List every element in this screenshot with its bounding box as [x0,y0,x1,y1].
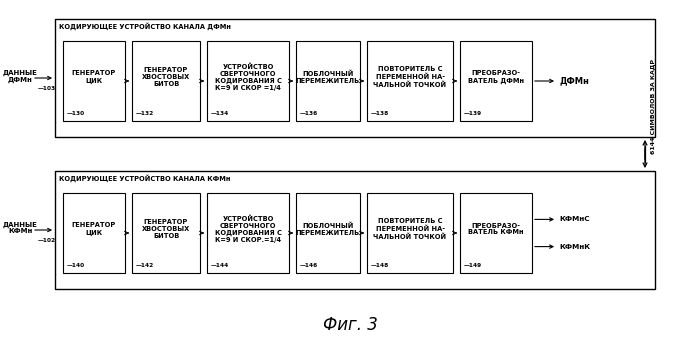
Bar [207,41,289,121]
Text: ПРЕОБРАЗО-
ВАТЕЛЬ КФМн: ПРЕОБРАЗО- ВАТЕЛЬ КФМн [468,222,524,236]
Text: —140: —140 [67,263,85,268]
Bar [367,193,453,273]
Text: ПОВТОРИТЕЛЬ С
ПЕРЕМЕННОЙ НА-
ЧАЛЬНОЙ ТОЧКОЙ: ПОВТОРИТЕЛЬ С ПЕРЕМЕННОЙ НА- ЧАЛЬНОЙ ТОЧ… [373,218,447,239]
Bar [460,193,532,273]
Text: —142: —142 [136,263,154,268]
Text: —139: —139 [464,111,482,116]
Bar [460,41,532,121]
Bar [55,19,655,137]
Text: ГЕНЕРАТОР
ЦИК: ГЕНЕРАТОР ЦИК [72,70,116,84]
Text: —146: —146 [300,263,318,268]
Text: ДФМн: ДФМн [559,76,589,85]
Text: УСТРОЙСТВО
СВЕРТОЧНОГО
КОДИРОВАНИЯ С
К=9 И СКОР.=1/4: УСТРОЙСТВО СВЕРТОЧНОГО КОДИРОВАНИЯ С К=9… [215,215,281,243]
Bar [55,171,655,289]
Text: ПОБЛОЧНЫЙ
ПЕРЕМЕЖИТЕЛЬ: ПОБЛОЧНЫЙ ПЕРЕМЕЖИТЕЛЬ [296,70,360,84]
Text: ДАННЫЕ
ДФМн: ДАННЫЕ ДФМн [3,69,38,83]
Text: КОДИРУЮЩЕЕ УСТРОЙСТВО КАНАЛА КФМн: КОДИРУЮЩЕЕ УСТРОЙСТВО КАНАЛА КФМн [59,174,230,182]
Bar [367,41,453,121]
Bar [132,41,200,121]
Text: —149: —149 [464,263,482,268]
Bar [207,193,289,273]
Text: КФМнС: КФМнС [559,217,589,222]
Text: ПОВТОРИТЕЛЬ С
ПЕРЕМЕННОЙ НА-
ЧАЛЬНОЙ ТОЧКОЙ: ПОВТОРИТЕЛЬ С ПЕРЕМЕННОЙ НА- ЧАЛЬНОЙ ТОЧ… [373,66,447,87]
Text: —144: —144 [211,263,230,268]
Text: 6144 СИМВОЛОВ ЗА КАДР: 6144 СИМВОЛОВ ЗА КАДР [650,59,655,154]
Text: Фиг. 3: Фиг. 3 [323,316,377,334]
Text: —148: —148 [371,263,389,268]
Text: ПРЕОБРАЗО-
ВАТЕЛЬ ДФМн: ПРЕОБРАЗО- ВАТЕЛЬ ДФМн [468,70,524,84]
Text: ГЕНЕРАТОР
ХВОСТОВЫХ
БИТОВ: ГЕНЕРАТОР ХВОСТОВЫХ БИТОВ [142,67,190,87]
Bar [132,193,200,273]
Text: ПОБЛОЧНЫЙ
ПЕРЕМЕЖИТЕЛЬ: ПОБЛОЧНЫЙ ПЕРЕМЕЖИТЕЛЬ [296,222,360,236]
Text: —130: —130 [67,111,85,116]
Text: ДАННЫЕ
КФМн: ДАННЫЕ КФМн [3,222,38,234]
Bar [296,41,360,121]
Text: —103: —103 [38,86,56,91]
Bar [63,41,125,121]
Text: ГЕНЕРАТОР
ХВОСТОВЫХ
БИТОВ: ГЕНЕРАТОР ХВОСТОВЫХ БИТОВ [142,219,190,239]
Bar [63,193,125,273]
Text: —132: —132 [136,111,154,116]
Text: УСТРОЙСТВО
СВЕРТОЧНОГО
КОДИРОВАНИЯ С
К=9 И СКОР =1/4: УСТРОЙСТВО СВЕРТОЧНОГО КОДИРОВАНИЯ С К=9… [215,63,281,91]
Text: —136: —136 [300,111,318,116]
Text: —138: —138 [371,111,389,116]
Text: —134: —134 [211,111,230,116]
Bar [296,193,360,273]
Text: КОДИРУЮЩЕЕ УСТРОЙСТВО КАНАЛА ДФМн: КОДИРУЮЩЕЕ УСТРОЙСТВО КАНАЛА ДФМн [59,22,231,30]
Text: КФМнК: КФМнК [559,244,590,249]
Text: —102: —102 [38,238,56,243]
Text: ГЕНЕРАТОР
ЦИК: ГЕНЕРАТОР ЦИК [72,222,116,236]
